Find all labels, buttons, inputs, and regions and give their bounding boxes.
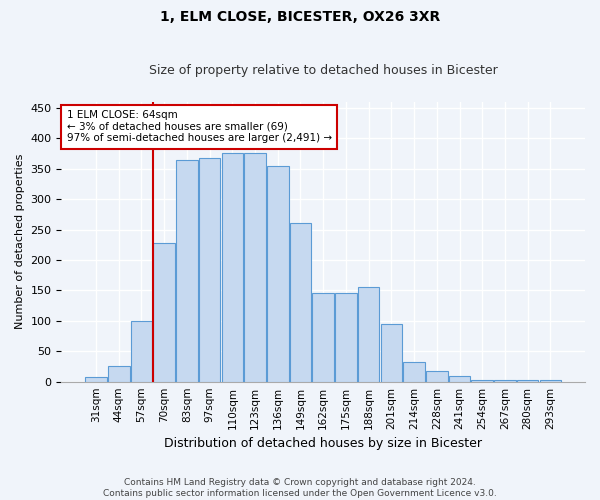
Title: Size of property relative to detached houses in Bicester: Size of property relative to detached ho… [149, 64, 497, 77]
Bar [290, 224, 311, 382]
Bar [449, 376, 470, 382]
Text: Contains HM Land Registry data © Crown copyright and database right 2024.
Contai: Contains HM Land Registry data © Crown c… [103, 478, 497, 498]
Bar [199, 158, 220, 382]
Bar [108, 366, 130, 382]
Text: 1 ELM CLOSE: 64sqm
← 3% of detached houses are smaller (69)
97% of semi-detached: 1 ELM CLOSE: 64sqm ← 3% of detached hous… [67, 110, 332, 144]
Bar [494, 380, 516, 382]
Text: 1, ELM CLOSE, BICESTER, OX26 3XR: 1, ELM CLOSE, BICESTER, OX26 3XR [160, 10, 440, 24]
Bar [85, 377, 107, 382]
Bar [335, 294, 357, 382]
Bar [380, 324, 402, 382]
Bar [472, 380, 493, 382]
X-axis label: Distribution of detached houses by size in Bicester: Distribution of detached houses by size … [164, 437, 482, 450]
Bar [539, 380, 561, 382]
Bar [176, 160, 197, 382]
Bar [221, 154, 243, 382]
Y-axis label: Number of detached properties: Number of detached properties [15, 154, 25, 330]
Bar [426, 370, 448, 382]
Bar [267, 166, 289, 382]
Bar [358, 288, 379, 382]
Bar [403, 362, 425, 382]
Bar [313, 294, 334, 382]
Bar [131, 321, 152, 382]
Bar [517, 380, 538, 382]
Bar [154, 243, 175, 382]
Bar [244, 154, 266, 382]
